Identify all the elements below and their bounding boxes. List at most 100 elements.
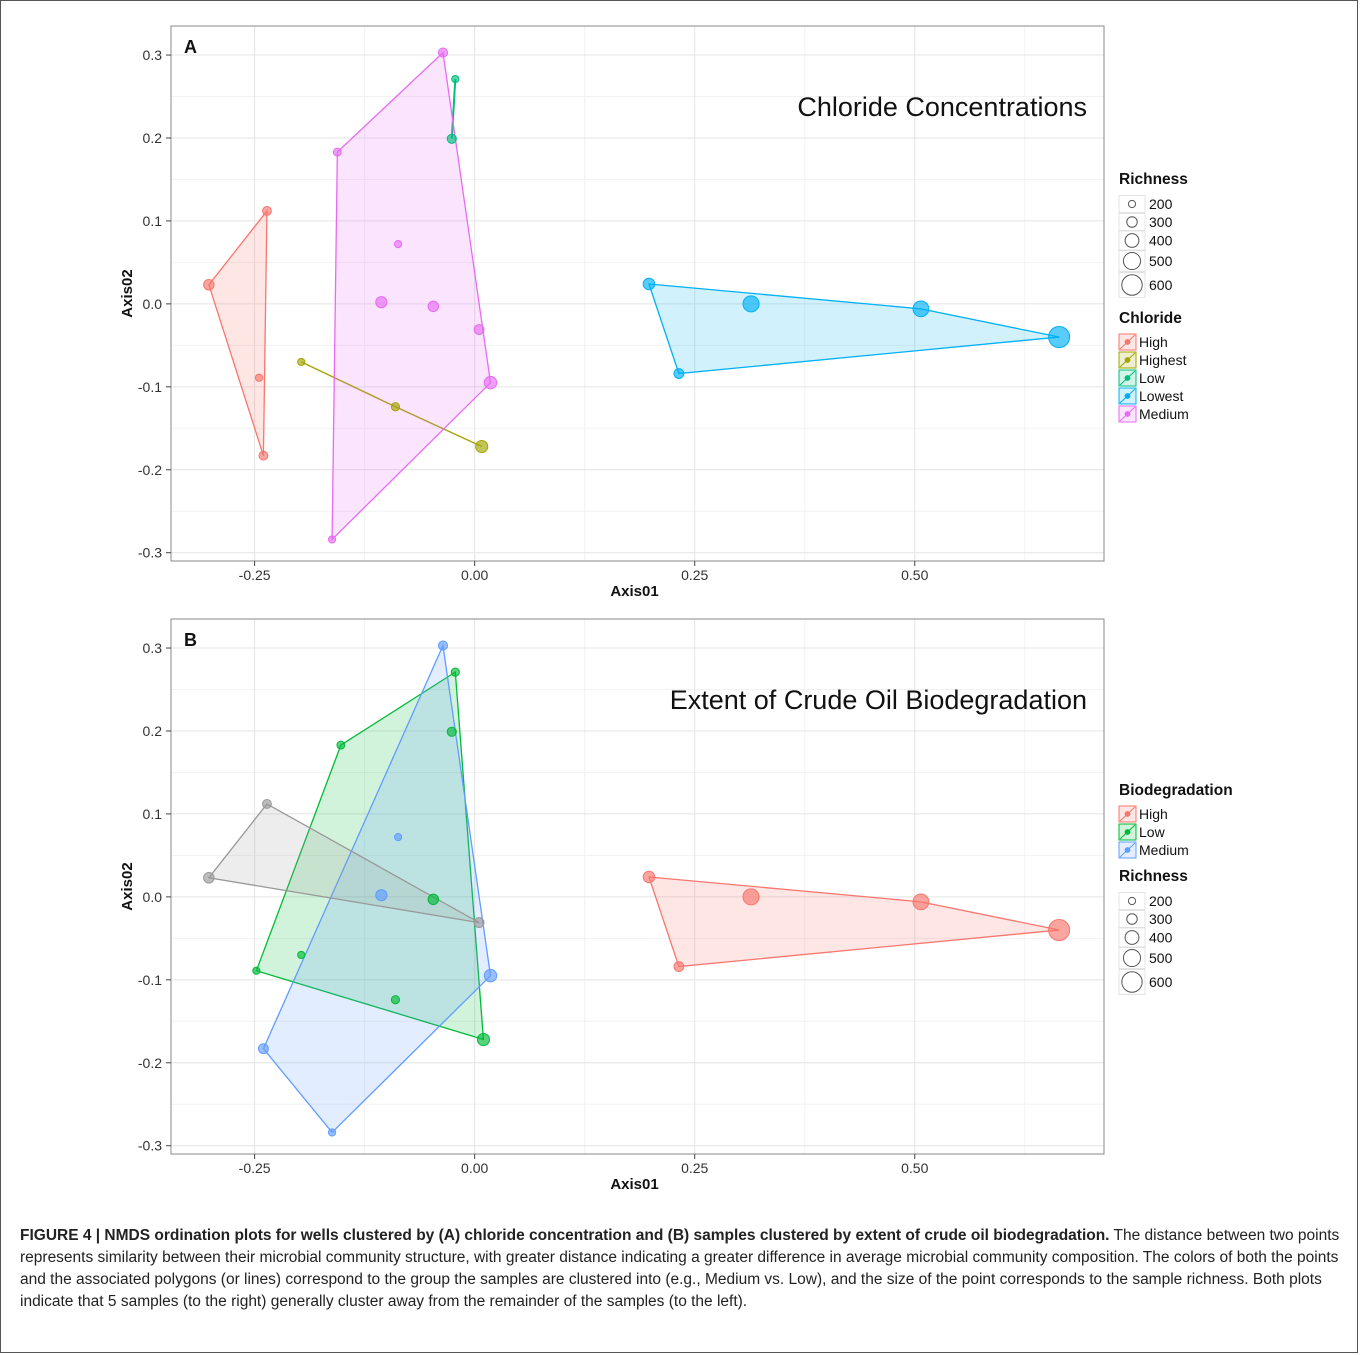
panel-a-richness-key-box (1118, 195, 1146, 213)
panel-b-axes: -0.25 0.00 0.25 0.50 -0.3 -0.2 -0.1 0.0 0.1 0.2 0.… (119, 640, 929, 1193)
panel-a-richness-key-label: 300 (1149, 214, 1173, 230)
panel-a-medium-point (375, 296, 388, 309)
panel-a-chart-title: Chloride Concentrations (797, 92, 1087, 122)
panel-b-low-point (450, 667, 460, 677)
panel-a-medium-point (473, 324, 485, 336)
panel-b-legend-medium-key-dot (1124, 847, 1131, 853)
panel-b-richness-key-circle (1122, 948, 1142, 968)
panel-b-x-tick-label: 0.00 (461, 1160, 488, 1176)
panel-b-legend-low-label: Low (1139, 824, 1166, 840)
panel-a-y-tick-label: 0.2 (143, 130, 163, 146)
panel-a-legend-low-label: Low (1139, 370, 1166, 386)
panel-b-y-tick-label: 0.3 (143, 640, 163, 656)
panel-b-richness-key-circle (1127, 896, 1137, 906)
panel-b-richness-key-circle (1126, 913, 1138, 925)
panel-b-richness-legend-title: Richness (1119, 868, 1188, 885)
panel-b-medium-point (257, 1043, 269, 1055)
panel-a-richness-key-label: 400 (1149, 233, 1173, 249)
panel-a-low-point (446, 133, 457, 144)
panel-a-y-tick-label: 0.3 (143, 47, 163, 63)
panel-a-y-tick-label: -0.2 (138, 462, 162, 478)
panel-a-axes: -0.25 0.00 0.25 0.50 -0.3 -0.2 -0.1 0.0 0.1 0.2 0.… (119, 47, 929, 600)
panel-a-y-tick-label: 0.0 (143, 296, 163, 312)
panel-a-x-tick-label: 0.50 (901, 567, 928, 583)
panel-b-x-tick-label: 0.25 (681, 1160, 708, 1176)
panel-a-richness-legend: Richness 200 300 400 500 600 (1118, 171, 1188, 298)
caption-body: The distance between two points represen… (20, 1227, 1340, 1310)
panel-b-ungrouped-3-point (473, 917, 485, 929)
panel-b-legend-medium-label: Medium (1139, 842, 1189, 858)
panel-a-richness-key-circle (1121, 274, 1143, 296)
panel-b-y-tick-label: 0.2 (143, 723, 163, 739)
panel-a-legend-high-key-dot (1124, 339, 1131, 345)
panel-a-legend-high-label: High (1139, 334, 1168, 350)
panel-b-plot-area (171, 619, 1104, 1154)
panel-a-plot-area (171, 26, 1104, 561)
panel-a-group-legend-title: Chloride (1119, 310, 1182, 327)
panel-a-x-tick-label: 0.00 (461, 567, 488, 583)
panel-a-richness-key-box (1118, 250, 1146, 272)
panel-a-high-point (262, 206, 272, 216)
panel-a-legend-lowest-label: Lowest (1139, 388, 1183, 404)
caption-title: FIGURE 4 | NMDS ordination plots for wel… (20, 1227, 1110, 1244)
panel-a-y-tick-label: -0.3 (138, 545, 162, 561)
panel-b-medium-point (393, 833, 403, 842)
panel-b-richness-key-box (1118, 947, 1146, 969)
panel-b-low-point (476, 1032, 491, 1047)
panel-a-x-tick-label: -0.25 (239, 567, 271, 583)
panel-b-richness-key-label: 300 (1149, 911, 1173, 927)
panel-a-medium-point (332, 147, 342, 157)
panel-a-lowest-point (912, 300, 930, 318)
panel-b-y-tick-label: -0.3 (138, 1138, 162, 1154)
panel-b-data-points (203, 640, 1071, 1137)
panel-b-legend-low-key-dot (1124, 829, 1131, 835)
panel-a-medium-point (427, 300, 440, 313)
panel-a-legend-highest-key-dot (1124, 357, 1131, 363)
panel-a-highest-point (297, 357, 306, 367)
panel-b-x-tick-label: -0.25 (239, 1160, 271, 1176)
panel-a-legend-medium-key-dot (1124, 411, 1131, 417)
panel-b-medium-point (375, 889, 388, 902)
panel-a-medium-point (437, 47, 449, 58)
panel-a-richness-key-label: 600 (1149, 277, 1173, 293)
panel-a-high-point (258, 450, 269, 461)
panel-a-medium-point (393, 240, 403, 249)
panel-b-high-point (673, 961, 685, 972)
panel-a-lowest-point (1048, 326, 1071, 349)
panel-b-group-legend-title: Biodegradation (1119, 782, 1233, 799)
panel-b-x-tick-label: 0.50 (901, 1160, 928, 1176)
panel-b-y-axis-label: Axis02 (119, 862, 136, 910)
panel-a-x-axis-label: Axis01 (610, 583, 658, 600)
panel-b-legend-high-key-dot (1124, 811, 1131, 817)
panel-a-richness-key-circle (1124, 233, 1140, 248)
panel-a-richness-key-label: 200 (1149, 196, 1173, 212)
panel-a-richness-key-box (1118, 230, 1146, 251)
panel-a-legend-low-key-dot (1124, 375, 1131, 381)
panel-b-high-point (1048, 919, 1071, 942)
panel-b-y-tick-label: 0.1 (143, 806, 163, 822)
panel-b-low-point (390, 995, 401, 1005)
panel-b-richness-key-box (1118, 892, 1146, 910)
panel-b-y-tick-label: -0.2 (138, 1055, 162, 1071)
panel-b-high-point (742, 888, 760, 906)
panel-a-grid (171, 26, 1104, 561)
panel-b-ungrouped-3-point (262, 799, 272, 809)
panel-b-group-legend: Biodegradation High Low Medium (1118, 782, 1233, 859)
panel-b-low-point (252, 966, 261, 975)
panel-b-medium-point (327, 1128, 337, 1137)
panel-a-highest-point (390, 402, 401, 412)
panel-b-high-point (642, 870, 656, 884)
panel-b-richness-key-circle (1124, 930, 1140, 945)
panel-a-lowest-point (742, 295, 760, 313)
panel-a-plot-border (170, 25, 1105, 562)
panel-b-ungrouped-3-point (203, 872, 215, 884)
panel-a-legend-highest-label: Highest (1139, 352, 1187, 368)
panel-b-ungrouped-3-hull (207, 803, 480, 924)
panel-b-plot-border (170, 618, 1105, 1155)
panel-b-chart: -0.25 0.00 0.25 0.50 -0.3 -0.2 -0.1 0.0 0.1 0.2 0.… (119, 618, 1233, 1193)
panel-a-richness-key-circle (1122, 251, 1142, 271)
panel-b-medium-point (437, 640, 449, 651)
panel-b-richness-key-label: 200 (1149, 893, 1173, 909)
panel-b-y-tick-label: 0.0 (143, 889, 163, 905)
